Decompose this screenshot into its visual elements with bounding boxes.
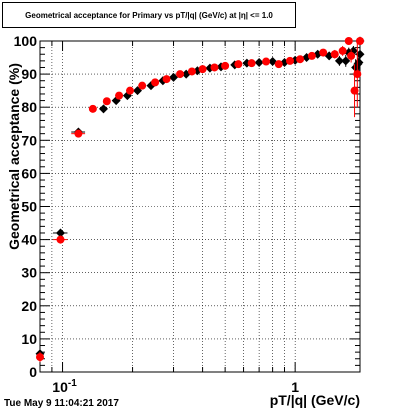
- data-point: [138, 81, 147, 90]
- series-0: [35, 36, 365, 359]
- data-point: [285, 56, 294, 65]
- y-tick-label: 10: [21, 331, 37, 347]
- data-point: [356, 37, 364, 45]
- x-tick-label: 10-1: [52, 378, 77, 395]
- data-point: [162, 75, 171, 84]
- data-point: [176, 70, 185, 79]
- data-point: [274, 60, 283, 69]
- data-point: [319, 48, 328, 57]
- x-tick-label: 1: [291, 379, 299, 395]
- y-tick-label: 20: [21, 298, 37, 314]
- grid: [39, 41, 360, 372]
- y-tick-label: 40: [21, 232, 37, 248]
- data-point: [344, 37, 353, 45]
- y-tick-label: 50: [21, 199, 37, 215]
- data-point: [234, 60, 243, 69]
- data-point: [210, 63, 219, 72]
- chart-title-box: Geometrical acceptance for Primary vs pT…: [2, 2, 296, 28]
- data-point: [330, 50, 339, 59]
- x-tick-labels: 10-1 1: [52, 378, 299, 395]
- data-point: [36, 353, 44, 362]
- data-point: [307, 51, 316, 60]
- data-point: [115, 91, 124, 100]
- y-tick-label: 30: [21, 265, 37, 281]
- y-tick-label: 60: [21, 165, 37, 181]
- data-point: [354, 58, 364, 68]
- data-point: [56, 228, 66, 238]
- y-tick-label: 80: [21, 99, 37, 115]
- y-tick-labels: 0 10 20 30 40 50 60 70 80 90 100: [14, 33, 38, 380]
- axis-ticks: [39, 40, 360, 373]
- data-point: [99, 104, 109, 114]
- data-point: [169, 72, 179, 82]
- data-point: [350, 86, 359, 95]
- timestamp: Tue May 9 11:04:21 2017: [4, 398, 119, 409]
- series-1: [36, 37, 364, 363]
- data-points: [35, 36, 365, 363]
- data-point: [88, 104, 97, 113]
- data-point: [198, 65, 207, 74]
- data-point: [187, 67, 196, 76]
- data-point: [56, 235, 65, 244]
- data-point: [102, 97, 111, 106]
- data-point: [338, 46, 347, 55]
- data-point: [262, 57, 271, 66]
- data-point: [341, 56, 351, 66]
- data-point: [296, 55, 305, 64]
- data-point: [126, 86, 135, 95]
- data-point: [268, 57, 278, 67]
- data-point: [347, 51, 356, 60]
- data-point: [74, 129, 83, 138]
- data-point: [254, 58, 264, 68]
- y-tick-label: 100: [14, 33, 38, 49]
- x-axis-label: pT/|q| (GeV/c): [270, 392, 360, 408]
- y-tick-label: 70: [21, 132, 37, 148]
- data-point: [151, 78, 160, 87]
- data-point: [353, 70, 362, 79]
- y-tick-label: 0: [29, 364, 37, 380]
- data-point: [247, 59, 256, 68]
- y-tick-label: 90: [21, 66, 37, 82]
- data-point: [221, 61, 230, 70]
- y-axis-label: Geometrical acceptance (%): [6, 63, 22, 250]
- chart-title: Geometrical acceptance for Primary vs pT…: [25, 10, 273, 20]
- data-point: [334, 56, 344, 66]
